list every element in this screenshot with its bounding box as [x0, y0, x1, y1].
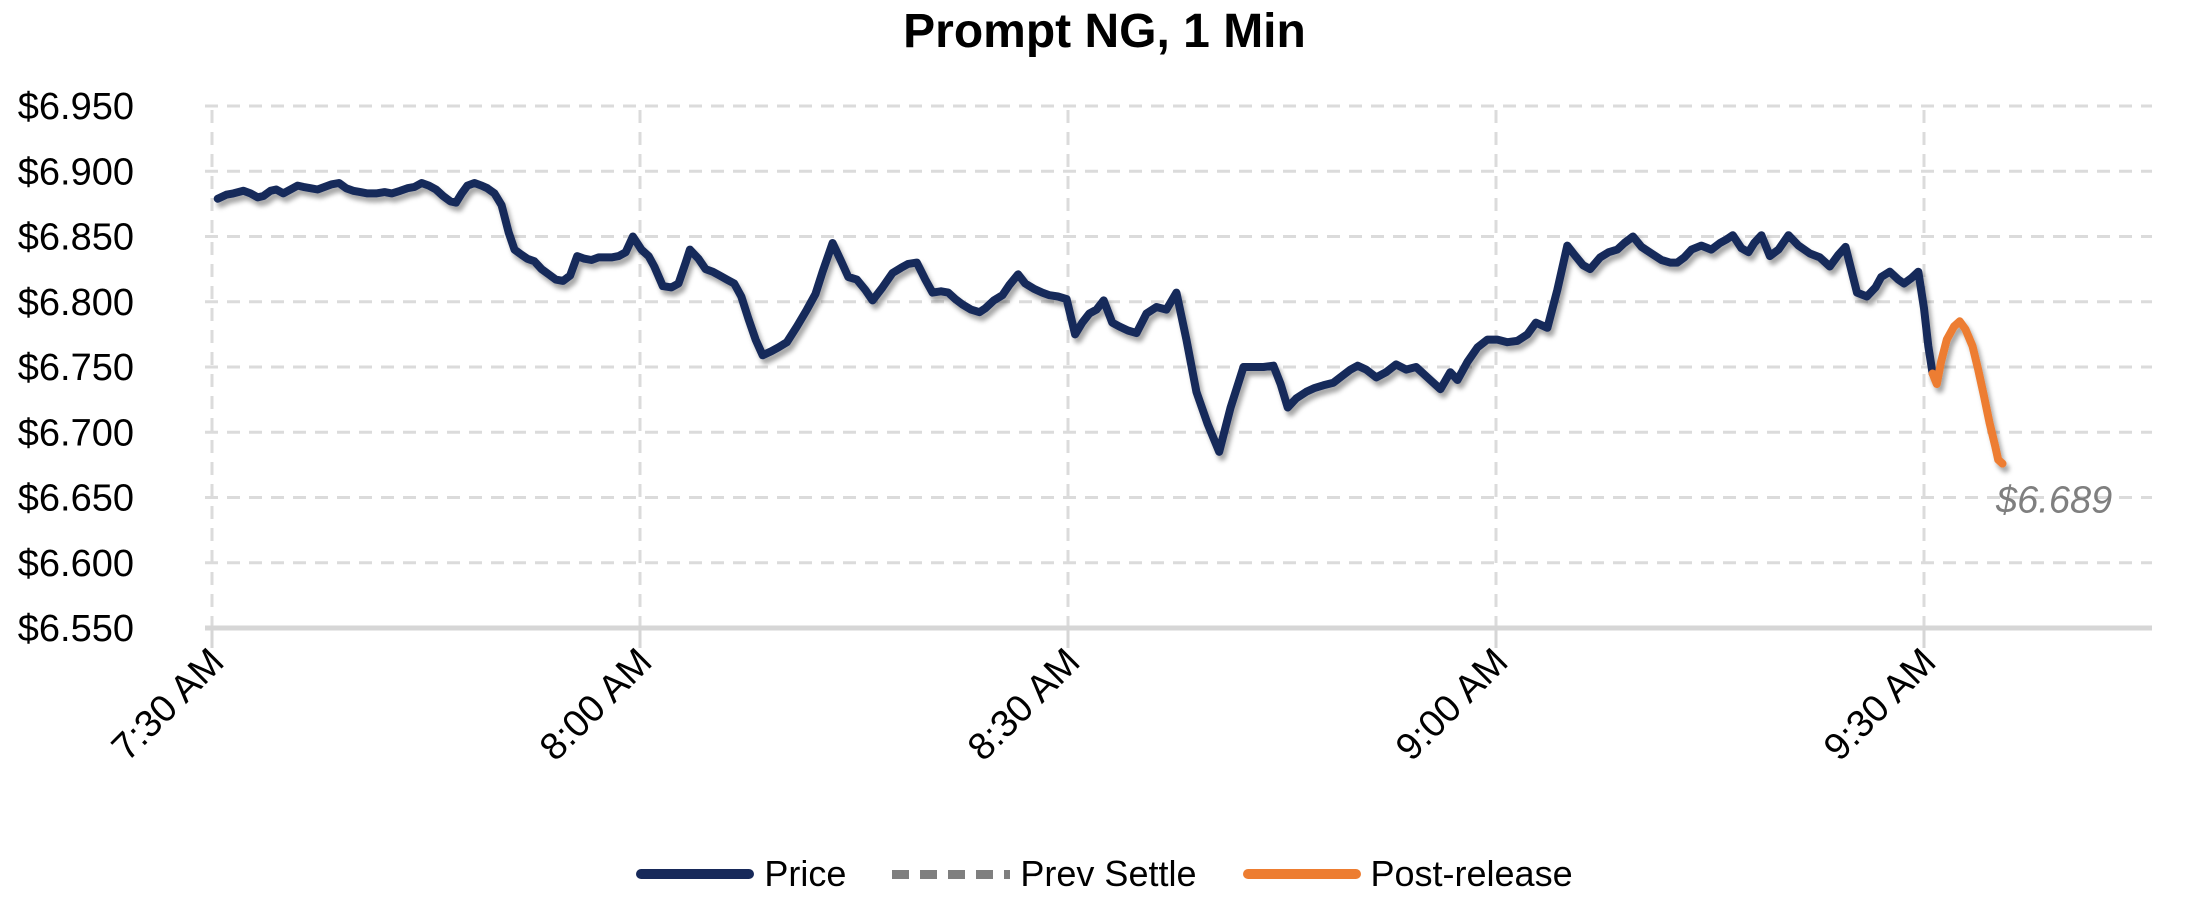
post-release-line — [1928, 317, 2007, 468]
legend-label: Post-release — [1370, 853, 1573, 894]
legend-item-post-release: Post-release — [1242, 853, 1573, 894]
legend: Price Prev Settle Post-release — [0, 856, 2209, 892]
y-tick-label: $6.800 — [18, 282, 134, 324]
legend-label: Price — [764, 853, 847, 894]
x-tick-label: 8:00 AM — [532, 641, 660, 769]
legend-item-prev-settle: Prev Settle — [892, 853, 1197, 894]
y-tick-label: $6.850 — [18, 217, 134, 259]
y-tick-label: $6.650 — [18, 478, 134, 520]
y-tick-label: $6.950 — [18, 86, 134, 128]
y-tick-label: $6.700 — [18, 412, 134, 454]
legend-item-price: Price — [636, 856, 846, 892]
legend-dashed-line-swatch — [892, 869, 1011, 879]
legend-label: Prev Settle — [1020, 853, 1197, 894]
legend-line-swatch — [1242, 869, 1361, 879]
y-tick-label: $6.600 — [18, 543, 134, 585]
x-tick-label: 9:00 AM — [1388, 641, 1516, 769]
price-line — [213, 179, 1937, 456]
y-tick-label: $6.750 — [18, 347, 134, 389]
prev-settle-annotation: $6.689 — [1995, 480, 2112, 522]
x-tick-label: 9:30 AM — [1816, 641, 1944, 769]
chart-title: Prompt NG, 1 Min — [903, 5, 1306, 58]
y-tick-label: $6.550 — [18, 608, 134, 650]
legend-line-swatch — [636, 869, 755, 879]
x-tick-label: 8:30 AM — [960, 641, 1088, 769]
x-tick-label: 7:30 AM — [104, 641, 232, 769]
y-tick-label: $6.900 — [18, 151, 134, 193]
